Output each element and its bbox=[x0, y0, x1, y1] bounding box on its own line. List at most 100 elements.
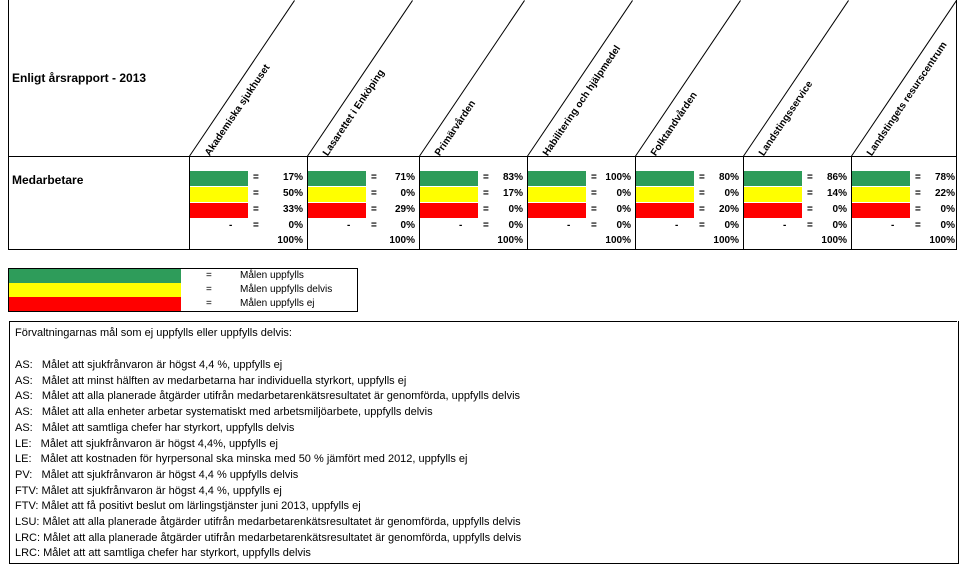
dash-label: - bbox=[675, 220, 679, 231]
legend-box bbox=[8, 268, 358, 312]
red-status-bar bbox=[852, 203, 910, 218]
green-percentage: 86% bbox=[826, 172, 847, 183]
green-status-bar bbox=[852, 171, 910, 186]
equals-sign: = bbox=[591, 220, 597, 231]
column-header-3: Primärvården bbox=[433, 98, 479, 159]
dash-label: - bbox=[783, 220, 787, 231]
column-header-diagonal bbox=[743, 0, 849, 157]
red-percentage: 0% bbox=[508, 204, 523, 215]
total-percentage: 100% bbox=[929, 235, 955, 246]
equals-sign: = bbox=[699, 188, 705, 199]
red-status-bar bbox=[308, 203, 366, 218]
column-header-1: Akademiska sjukhuset bbox=[203, 62, 273, 159]
yellow-percentage: 17% bbox=[502, 188, 523, 199]
column-header-2: Lasarettet i Enköping bbox=[321, 67, 387, 159]
equals-sign: = bbox=[699, 204, 705, 215]
green-percentage: 71% bbox=[394, 172, 415, 183]
note-line: LRC: Målet att att samtliga chefer har s… bbox=[15, 547, 311, 560]
equals-sign: = bbox=[807, 204, 813, 215]
notes-heading: Förvaltningarnas mål som ej uppfylls ell… bbox=[15, 327, 292, 339]
legend-label: Målen uppfylls bbox=[240, 270, 304, 281]
total-percentage: 100% bbox=[277, 235, 303, 246]
column-header-diagonal bbox=[851, 0, 957, 157]
dash-label: - bbox=[229, 220, 233, 231]
red-percentage: 0% bbox=[616, 204, 631, 215]
legend-label: Målen uppfylls ej bbox=[240, 298, 315, 309]
green-percentage: 80% bbox=[718, 172, 739, 183]
note-line: LSU: Målet att alla planerade åtgärder u… bbox=[15, 516, 521, 528]
equals-sign: = bbox=[915, 188, 921, 199]
column-divider bbox=[743, 156, 744, 250]
equals-sign: = bbox=[915, 220, 921, 231]
note-line: LE: Målet att kostnaden för hyrpersonal … bbox=[15, 453, 468, 466]
column-divider bbox=[307, 156, 308, 250]
equals-sign: = bbox=[253, 172, 259, 183]
equals-sign: = bbox=[371, 188, 377, 199]
equals-sign: = bbox=[591, 188, 597, 199]
dash-percentage: 0% bbox=[508, 220, 523, 231]
equals-sign: = bbox=[807, 220, 813, 231]
yellow-percentage: 0% bbox=[616, 188, 631, 199]
green-percentage: 17% bbox=[282, 172, 303, 183]
table-border-right bbox=[956, 0, 957, 250]
equals-sign: = bbox=[253, 188, 259, 199]
equals-sign: = bbox=[483, 188, 489, 199]
yellow-status-bar bbox=[744, 187, 802, 202]
yellow-percentage: 0% bbox=[724, 188, 739, 199]
equals-sign: = bbox=[807, 172, 813, 183]
equals-sign: = bbox=[591, 204, 597, 215]
legend-swatch bbox=[9, 269, 181, 283]
column-header-diagonal bbox=[419, 0, 525, 157]
green-percentage: 78% bbox=[934, 172, 955, 183]
green-status-bar bbox=[190, 171, 248, 186]
red-percentage: 20% bbox=[718, 204, 739, 215]
notes-box bbox=[9, 321, 959, 564]
note-line: AS: Målet att alla planerade åtgärder ut… bbox=[15, 390, 521, 403]
dash-label: - bbox=[891, 220, 895, 231]
note-line: FTV: Målet att sjukfrånvaron är högst 4,… bbox=[15, 484, 282, 497]
column-divider bbox=[419, 156, 420, 250]
equals-sign: = bbox=[371, 204, 377, 215]
note-line: PV: Målet att sjukfrånvaron är högst 4,4… bbox=[15, 468, 299, 481]
yellow-percentage: 14% bbox=[826, 188, 847, 199]
green-status-bar bbox=[528, 171, 586, 186]
dash-percentage: 0% bbox=[288, 220, 303, 231]
green-status-bar bbox=[420, 171, 478, 186]
yellow-status-bar bbox=[528, 187, 586, 202]
red-status-bar bbox=[744, 203, 802, 218]
notes-top-border bbox=[9, 321, 957, 322]
column-header-diagonal bbox=[189, 0, 295, 157]
total-percentage: 100% bbox=[713, 235, 739, 246]
total-percentage: 100% bbox=[389, 235, 415, 246]
dash-percentage: 0% bbox=[400, 220, 415, 231]
equals-sign: = bbox=[253, 204, 259, 215]
equals-sign: = bbox=[915, 204, 921, 215]
legend-equals: = bbox=[206, 284, 212, 295]
equals-sign: = bbox=[371, 220, 377, 231]
legend-equals: = bbox=[206, 298, 212, 309]
red-percentage: 0% bbox=[940, 204, 955, 215]
header-divider bbox=[8, 156, 957, 157]
equals-sign: = bbox=[807, 188, 813, 199]
equals-sign: = bbox=[483, 204, 489, 215]
yellow-percentage: 0% bbox=[400, 188, 415, 199]
note-line: LRC: Målet att alla planerade åtgärder u… bbox=[15, 531, 522, 544]
red-percentage: 0% bbox=[832, 204, 847, 215]
red-percentage: 29% bbox=[394, 204, 415, 215]
green-percentage: 83% bbox=[502, 172, 523, 183]
red-percentage: 33% bbox=[282, 204, 303, 215]
green-percentage: 100% bbox=[605, 172, 631, 183]
report-title: Enligt årsrapport - 2013 bbox=[12, 71, 147, 85]
note-line: AS: Målet att sjukfrånvaron är högst 4,4… bbox=[15, 359, 283, 371]
yellow-percentage: 50% bbox=[282, 188, 303, 199]
column-header-4: Habilitering och hjälpmedel bbox=[541, 43, 624, 159]
legend-swatch bbox=[9, 297, 181, 311]
row-label-medarbetare: Medarbetare bbox=[12, 173, 84, 187]
red-status-bar bbox=[528, 203, 586, 218]
total-percentage: 100% bbox=[605, 235, 631, 246]
dash-label: - bbox=[459, 220, 463, 231]
column-divider bbox=[189, 156, 190, 250]
green-status-bar bbox=[636, 171, 694, 186]
equals-sign: = bbox=[699, 172, 705, 183]
equals-sign: = bbox=[915, 172, 921, 183]
